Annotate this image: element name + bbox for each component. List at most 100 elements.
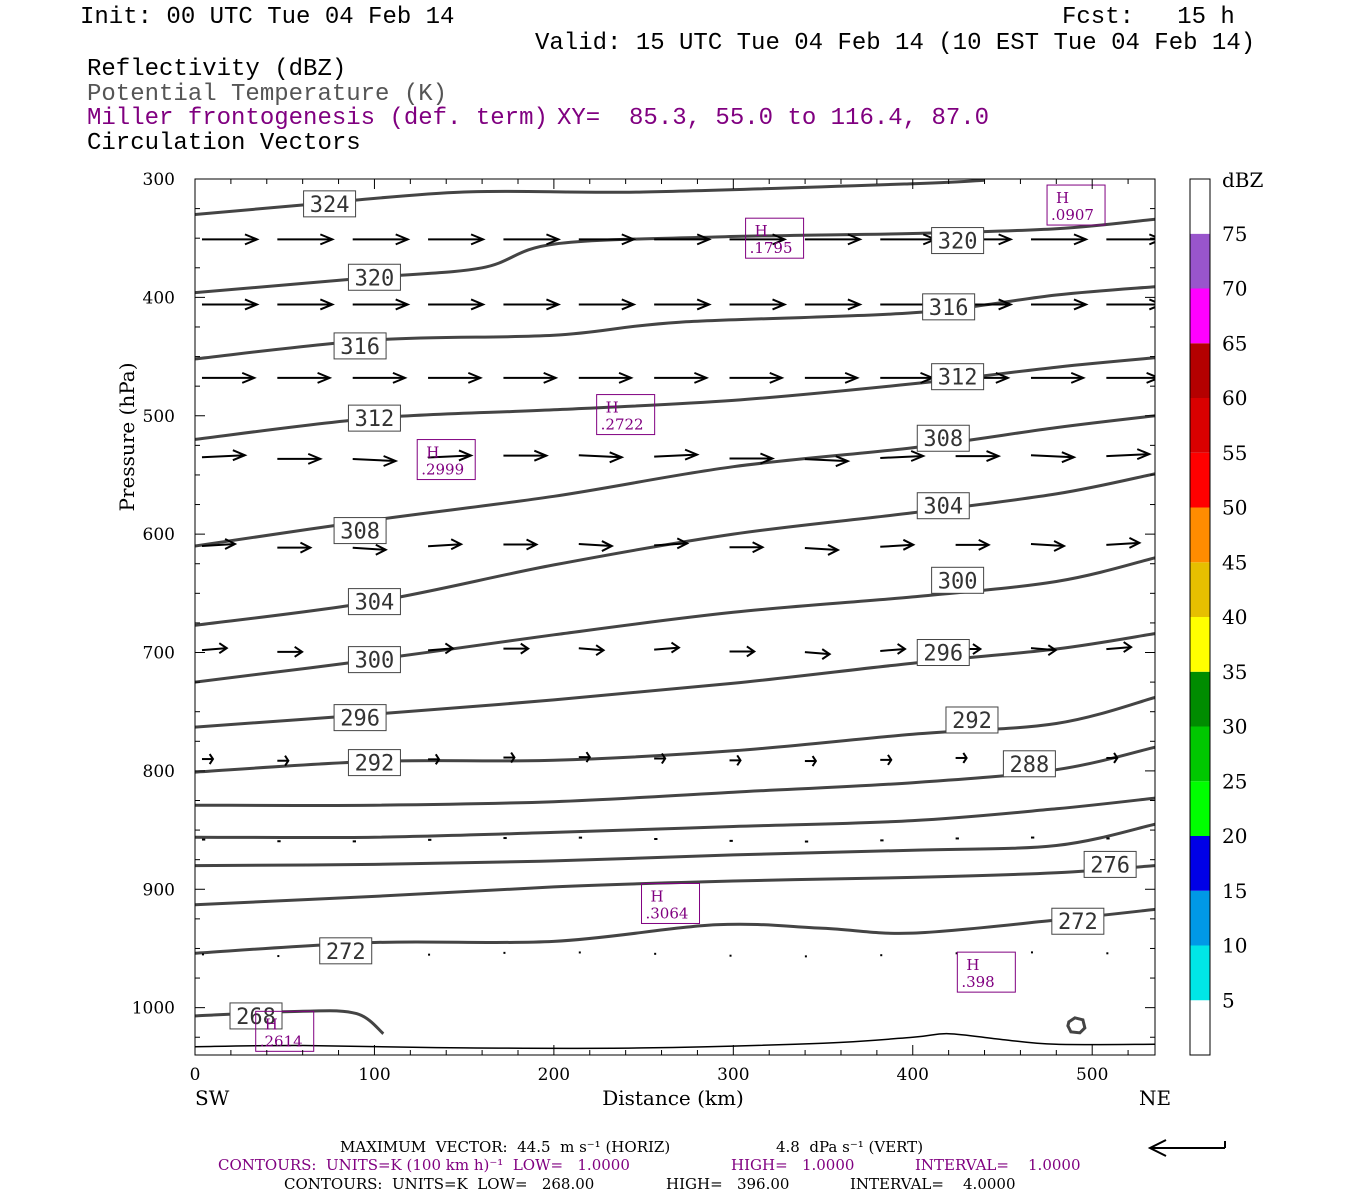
- vector-head: [897, 643, 907, 655]
- isentrope-label-316: 316: [333, 332, 387, 360]
- y-tick-label: 700: [143, 644, 175, 664]
- frontogenesis-max-letter: H: [755, 222, 768, 240]
- vector-arrow: [804, 755, 818, 767]
- vector-arrow: [503, 751, 516, 764]
- isentrope-label-box: [1083, 850, 1137, 878]
- vector-head: [772, 233, 788, 246]
- colorbar-segment: [1190, 945, 1210, 1001]
- vector-arrow: [880, 754, 893, 766]
- vector-arrow: [277, 645, 304, 658]
- vector-arrow: [654, 371, 710, 384]
- vector-arrow: [955, 538, 991, 551]
- vector-arrow: [880, 450, 926, 462]
- vector-arrow: [654, 537, 690, 550]
- vector-arrow: [201, 371, 257, 384]
- frontogenesis-max-box: [255, 1010, 315, 1052]
- vector-head: [746, 645, 757, 658]
- colorbar-segment: [1190, 179, 1210, 234]
- isentrope-label-box: [916, 492, 970, 520]
- field-reflectivity: Reflectivity (dBZ): [87, 56, 347, 83]
- vector-head: [224, 538, 238, 550]
- vector-arrow: [654, 641, 681, 654]
- colorbar-segment: [1190, 233, 1210, 289]
- vector-arrow: [277, 755, 290, 767]
- x-tick-label: 400: [897, 1065, 929, 1085]
- vector-head: [772, 298, 788, 311]
- vector-shaft: [804, 546, 838, 551]
- isentrope-label-text: 296: [923, 642, 963, 667]
- colorbar-segment: [1190, 726, 1210, 782]
- frontogenesis-max-value: .2614: [260, 1032, 303, 1050]
- vector-head: [676, 537, 690, 550]
- terrain-line: [195, 1032, 1155, 1050]
- frontogenesis-max-box: [956, 951, 1016, 993]
- vector-head: [1073, 298, 1089, 311]
- x-tick-label: 300: [717, 1065, 749, 1085]
- vector-arrow: [277, 452, 323, 465]
- field-frontogenesis: Miller frontogenesis (def. term): [87, 105, 548, 132]
- vector-shaft: [1106, 646, 1132, 651]
- colorbar-segment: [1190, 507, 1210, 563]
- vector-shaft: [201, 647, 227, 652]
- colorbar-segment: [1190, 1000, 1210, 1055]
- vector-arrow: [277, 541, 313, 554]
- isentrope-label-box: [1051, 907, 1105, 935]
- vector-head: [546, 233, 562, 246]
- vector-arrow: [1106, 448, 1152, 461]
- vector-head: [835, 455, 851, 468]
- circulation-vectors: [201, 233, 1155, 958]
- vector-head: [769, 371, 785, 384]
- vector-head: [844, 371, 860, 384]
- vector-arrow: [1106, 371, 1155, 384]
- isentrope-312: [195, 356, 1155, 441]
- colorbar-segment: [1190, 781, 1210, 836]
- vector-head: [1123, 641, 1133, 653]
- vector-head: [986, 450, 1002, 463]
- vector-head: [847, 233, 863, 246]
- frontogenesis-max: H.1795: [745, 217, 805, 259]
- vector-head: [375, 543, 388, 556]
- vector-head: [434, 753, 441, 765]
- vector-head: [1061, 451, 1077, 464]
- vector-arrow: [201, 538, 238, 550]
- forecast-hour: Fcst: 15 h: [1062, 4, 1235, 31]
- init-time: Init: 00 UTC Tue 04 Feb 14: [80, 4, 455, 31]
- theta-isentropes: [195, 179, 1155, 1050]
- vector-arrow: [503, 449, 549, 462]
- vector-shaft: [578, 647, 604, 652]
- isentrope-label-text: 272: [326, 940, 366, 965]
- x-axis-right-end-label: NE: [1139, 1086, 1171, 1110]
- vector-shaft: [880, 543, 914, 548]
- isentrope-label-text: 312: [938, 366, 978, 391]
- isentrope-label-box: [347, 588, 401, 616]
- colorbar-tick-label: 40: [1222, 605, 1247, 629]
- colorbar-outline: [1189, 178, 1211, 1056]
- vector-head: [972, 643, 983, 655]
- vector-head: [307, 452, 323, 465]
- isentrope-label-box: [931, 227, 985, 255]
- max-vector-horiz: MAXIMUM VECTOR: 44.5 m s⁻¹ (HORIZ): [340, 1138, 671, 1156]
- vector-arrow: [503, 642, 530, 655]
- y-tick-label: 400: [143, 288, 175, 308]
- plot-frame: [194, 178, 1156, 1056]
- vector-head: [962, 752, 968, 764]
- isentrope-label-text: 300: [355, 649, 395, 674]
- vector-head: [470, 233, 486, 246]
- vector-shaft: [428, 543, 462, 548]
- isentrope-label-text: 288: [1010, 753, 1050, 778]
- isentrope-label-box: [931, 363, 985, 391]
- isentrope-label-box: [916, 639, 970, 667]
- frontogenesis-max-value: .2722: [601, 416, 644, 434]
- colorbar-tick-label: 20: [1222, 824, 1247, 848]
- frontogenesis-max-box: [416, 439, 476, 481]
- vector-head: [1128, 537, 1142, 549]
- vector-arrow: [352, 371, 408, 384]
- vector-arrow: [352, 298, 411, 311]
- isentrope-label-288: 288: [1002, 750, 1056, 778]
- vector-shaft: [427, 647, 453, 652]
- colorbar-tick-label: 25: [1222, 769, 1247, 793]
- vector-head: [458, 449, 474, 462]
- vector-head: [395, 233, 411, 246]
- vector-head: [543, 371, 559, 384]
